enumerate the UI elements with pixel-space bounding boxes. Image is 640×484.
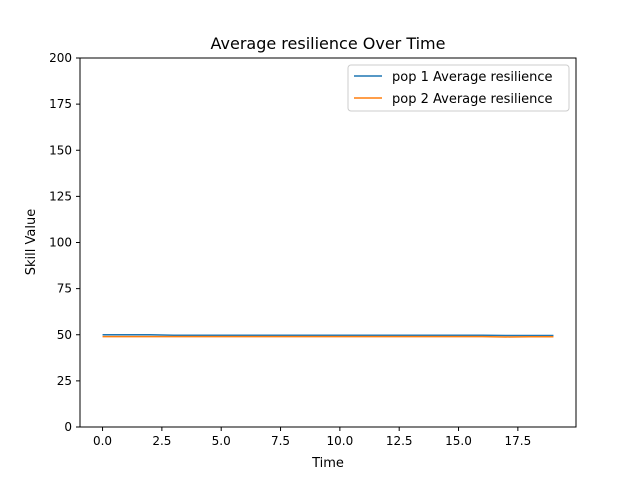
y-tick-label: 50 <box>57 328 72 342</box>
x-tick-label: 2.5 <box>152 434 171 448</box>
y-tick-label: 175 <box>49 97 72 111</box>
y-tick-label: 0 <box>64 420 72 434</box>
y-tick-label: 100 <box>49 236 72 250</box>
legend: pop 1 Average resilience pop 2 Average re… <box>348 65 569 111</box>
series-layer <box>103 335 554 337</box>
y-tick-label: 125 <box>49 189 72 203</box>
chart-title: Average resilience Over Time <box>211 34 446 53</box>
x-tick-label: 12.5 <box>386 434 413 448</box>
y-tick-label: 150 <box>49 143 72 157</box>
x-tick-label: 17.5 <box>504 434 531 448</box>
plot-area <box>80 58 576 427</box>
y-tick-label: 75 <box>57 282 72 296</box>
series-line-pop-1 <box>103 335 554 336</box>
y-tick-label: 25 <box>57 374 72 388</box>
x-axis-label: Time <box>311 456 344 471</box>
x-tick-label: 5.0 <box>212 434 231 448</box>
legend-label-pop-2: pop 2 Average resilience <box>392 92 553 107</box>
y-tick-label: 200 <box>49 51 72 65</box>
x-tick-label: 15.0 <box>445 434 472 448</box>
x-tick-label: 7.5 <box>271 434 290 448</box>
x-tick-label: 10.0 <box>327 434 354 448</box>
y-axis-label: Skill Value <box>24 209 39 275</box>
legend-label-pop-1: pop 1 Average resilience <box>392 70 553 85</box>
x-tick-label: 0.0 <box>93 434 112 448</box>
